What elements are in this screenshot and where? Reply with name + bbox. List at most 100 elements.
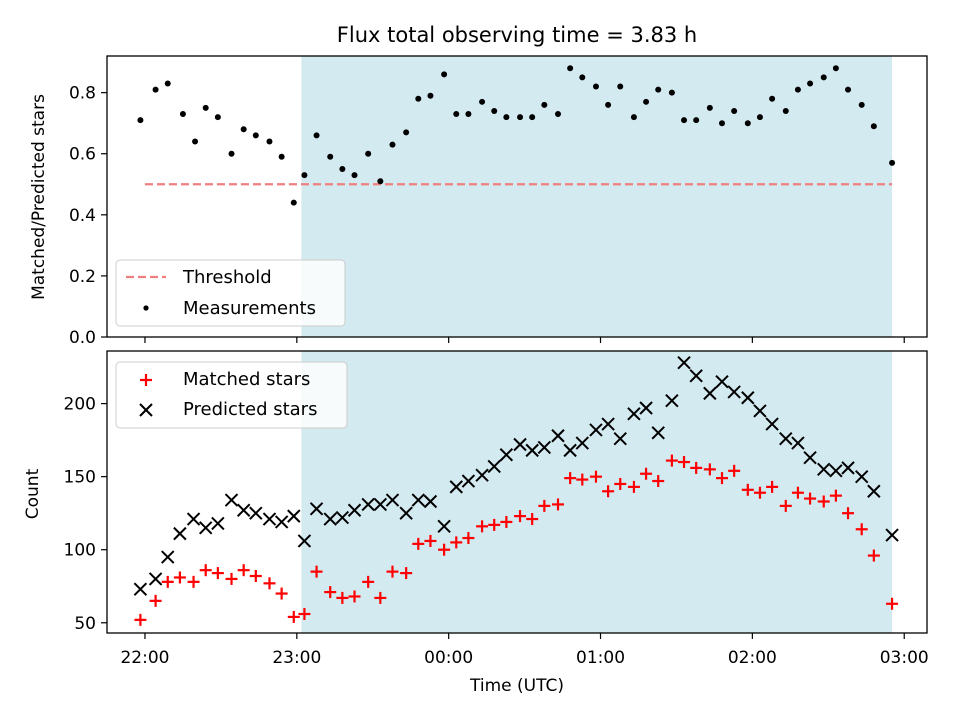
matched-stars-point: [627, 480, 640, 493]
predicted-stars-point: [779, 431, 793, 446]
matched-stars-point: [766, 480, 779, 493]
predicted-stars-point: [525, 443, 539, 458]
predicted-stars-point: [765, 417, 779, 431]
predicted-stars-point: [309, 502, 324, 516]
measurement-point: [266, 138, 273, 145]
measurement-point: [179, 111, 186, 118]
predicted-stars-point: [335, 510, 350, 525]
matched-stars-point: [589, 470, 602, 483]
matched-stars-point: [211, 567, 224, 580]
predicted-stars-point: [601, 417, 615, 431]
predicted-stars-point: [665, 393, 679, 408]
measurement-point: [290, 199, 297, 206]
measurement-point: [579, 74, 586, 81]
predicted-stars-point: [347, 503, 362, 517]
predicted-stars-point: [461, 474, 476, 488]
measurement-point: [555, 111, 561, 118]
matched-stars-point: [225, 572, 238, 585]
bottom-x-tick-label: 03:00: [880, 648, 929, 668]
predicted-stars-point: [677, 355, 691, 370]
bottom-x-tick-label: 02:00: [728, 648, 777, 668]
predicted-stars-point: [198, 521, 213, 535]
predicted-stars-point: [513, 437, 527, 452]
measurement-point: [605, 101, 612, 108]
measurement-points: [137, 65, 896, 206]
matched-stars-point: [476, 520, 489, 533]
matched-stars-point: [791, 486, 804, 499]
matched-stars-point: [249, 570, 262, 583]
measurement-point: [845, 86, 852, 93]
matched-stars-point: [804, 492, 817, 505]
predicted-stars-point: [161, 550, 175, 564]
top-panel: Flux total observing time = 3.83 h Match…: [29, 23, 928, 348]
measurement-point: [202, 104, 209, 111]
matched-stars-point: [134, 613, 147, 626]
matched-stars-point: [336, 591, 349, 604]
predicted-stars-point: [487, 459, 501, 474]
matched-stars-point: [602, 485, 615, 498]
matched-stars-point: [690, 461, 703, 474]
top-plot-frame: [106, 55, 928, 338]
top-y-tick-label: 0.4: [69, 206, 96, 226]
measurement-point: [731, 107, 738, 114]
matched-stars-point: [488, 518, 501, 531]
predicted-stars-point: [627, 407, 641, 421]
matched-stars-point: [324, 586, 337, 599]
measurement-point: [744, 120, 751, 127]
measurement-point: [441, 71, 448, 78]
matched-stars-point: [438, 543, 451, 556]
measurement-point: [794, 86, 801, 93]
matched-stars-points: [134, 454, 899, 626]
predicted-stars-point: [323, 512, 337, 526]
measurement-point: [706, 104, 713, 111]
measurement-point: [389, 141, 396, 148]
measurement-point: [214, 114, 221, 121]
measurement-point: [782, 107, 789, 114]
predicted-stars-point: [741, 391, 755, 405]
predicted-stars-point: [411, 493, 426, 507]
measurement-point: [668, 89, 675, 96]
matched-stars-point: [640, 467, 653, 480]
predicted-stars-point: [817, 462, 831, 477]
predicted-stars-point: [236, 503, 251, 517]
measurement-point: [415, 95, 422, 102]
measurement-point: [228, 150, 235, 157]
bottom-legend: Matched stars Predicted stars: [115, 361, 348, 429]
measurement-point: [889, 159, 896, 166]
legend-threshold-label: Threshold: [182, 267, 272, 288]
matched-stars-point: [187, 575, 200, 588]
predicted-stars-point: [613, 431, 627, 446]
predicted-stars-point: [854, 469, 869, 484]
bottom-y-tick-label: 50: [74, 614, 96, 634]
predicted-stars-point: [589, 423, 603, 437]
legend-predicted-label: Predicted stars: [183, 399, 317, 420]
matched-stars-point: [400, 567, 413, 580]
top-x-ticks: [144, 337, 905, 343]
matched-stars-point: [173, 571, 186, 584]
matched-stars-point: [199, 564, 212, 577]
matched-stars-point: [552, 498, 564, 511]
predicted-stars-point: [173, 526, 187, 541]
predicted-stars-point: [274, 515, 289, 529]
matched-stars-point: [678, 456, 691, 469]
predicted-stars-point: [423, 494, 438, 509]
matched-stars-point: [287, 610, 300, 623]
measurement-point: [592, 83, 599, 90]
measurement-point: [769, 95, 776, 102]
measurement-point: [820, 74, 827, 81]
bottom-y-tick-label: 100: [64, 541, 96, 561]
matched-stars-point: [842, 507, 855, 520]
matched-stars-point: [500, 515, 513, 528]
predicted-stars-point: [639, 401, 653, 415]
matched-stars-point: [564, 472, 577, 485]
matched-stars-point: [362, 575, 375, 588]
legend-matched-swatch: [140, 374, 152, 386]
predicted-stars-point: [287, 509, 301, 523]
measurement-point: [427, 92, 434, 99]
bottom-panel: Count Time (UTC) 50 100 150 200 22:00 23:00 0…: [23, 350, 929, 696]
bottom-x-tick-label: 23:00: [272, 648, 321, 668]
matched-stars-point: [526, 513, 539, 526]
chart-title: Flux total observing time = 3.83 h: [337, 23, 697, 47]
measurement-point: [517, 114, 524, 121]
legend-measurements-swatch: [143, 305, 149, 311]
